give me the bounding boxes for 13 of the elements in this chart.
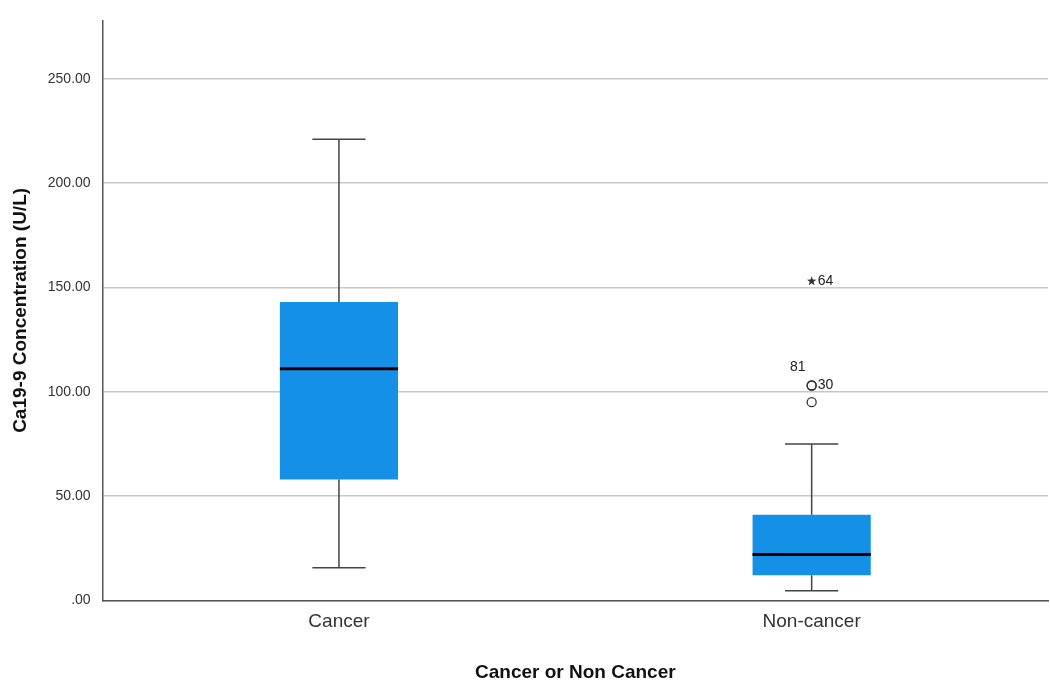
y-tick-label: 50.00 <box>55 486 91 503</box>
annotation: 30 <box>817 376 834 393</box>
y-tick-label: 150.00 <box>47 278 91 295</box>
y-tick-label: .00 <box>71 591 91 608</box>
y-tick-label: 100.00 <box>47 382 91 399</box>
x-tick-label: Non-cancer <box>762 610 862 632</box>
y-tick-label: 200.00 <box>47 173 91 190</box>
y-tick-label: 250.00 <box>47 69 91 86</box>
annotation: 64 <box>817 272 834 289</box>
x-tick-label: Cancer <box>308 610 371 632</box>
x-axis-title: Cancer or Non Cancer <box>475 660 677 682</box>
annotation: 81 <box>790 358 806 375</box>
y-axis-title: Ca19-9 Concentration (U/L) <box>8 187 30 433</box>
